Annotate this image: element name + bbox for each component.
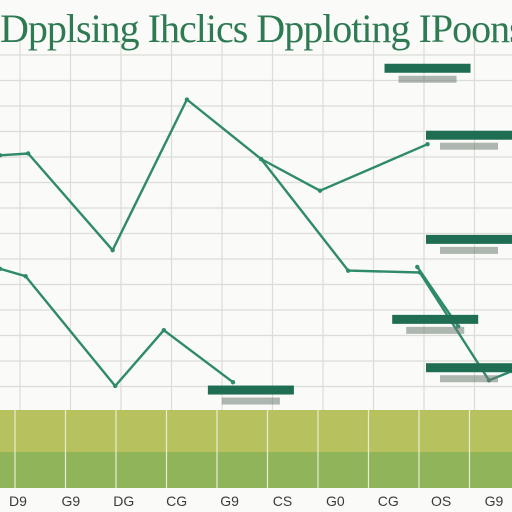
annotation-sublabel [440, 375, 498, 383]
annotation-bar [392, 314, 479, 324]
x-axis-ticks: D9 G9 DG CG G9 CS G0 CG OS G9 [9, 493, 503, 509]
data-point [415, 264, 420, 270]
data-point [230, 380, 236, 385]
data-point [345, 268, 351, 273]
series-line-3 [260, 143, 428, 192]
data-point [425, 141, 430, 147]
annotation-callout [426, 234, 512, 254]
x-tick-label: G0 [326, 493, 345, 509]
annotation-bar [426, 363, 512, 373]
annotation-sublabel [221, 397, 280, 405]
x-tick-label: CG [166, 493, 187, 509]
annotation-callout [384, 63, 471, 83]
data-point [0, 266, 3, 271]
data-point [317, 188, 323, 193]
annotation-sublabel [398, 75, 457, 83]
data-point [110, 247, 115, 253]
annotation-callout [426, 130, 512, 150]
annotation-callout [392, 314, 479, 334]
data-point [25, 151, 31, 156]
x-tick-label: G9 [485, 493, 504, 509]
x-tick-label: DG [113, 493, 134, 509]
x-tick-label: CG [378, 493, 399, 509]
grid [0, 40, 512, 412]
band-upper [0, 410, 512, 452]
annotation-callout [207, 385, 294, 405]
data-point [0, 153, 3, 158]
band-lower [0, 452, 512, 488]
annotation-sublabel [406, 326, 465, 334]
chart-title: Dpplsing Ihclics Dpploting IPoons [0, 6, 512, 51]
annotation-bar [426, 130, 512, 140]
annotation-callout [426, 363, 512, 383]
tick-area [0, 488, 512, 512]
data-point [184, 97, 190, 102]
series-line-2 [0, 267, 234, 388]
data-point [23, 274, 28, 279]
bottom-band [0, 410, 512, 512]
x-tick-label: D9 [9, 493, 27, 509]
data-point [113, 383, 118, 389]
data-point [161, 327, 167, 333]
x-tick-label: G9 [62, 493, 81, 509]
annotation-sublabel [440, 246, 498, 254]
x-tick-label: CS [273, 493, 292, 509]
x-tick-label: G9 [220, 493, 239, 509]
annotation-labels [207, 63, 512, 405]
annotation-sublabel [440, 142, 498, 150]
annotation-bar [426, 234, 512, 244]
annotation-bar [207, 385, 294, 395]
x-tick-label: OS [431, 493, 451, 509]
data-point [258, 156, 264, 162]
annotation-bar [384, 63, 471, 73]
series-lines [0, 97, 512, 389]
